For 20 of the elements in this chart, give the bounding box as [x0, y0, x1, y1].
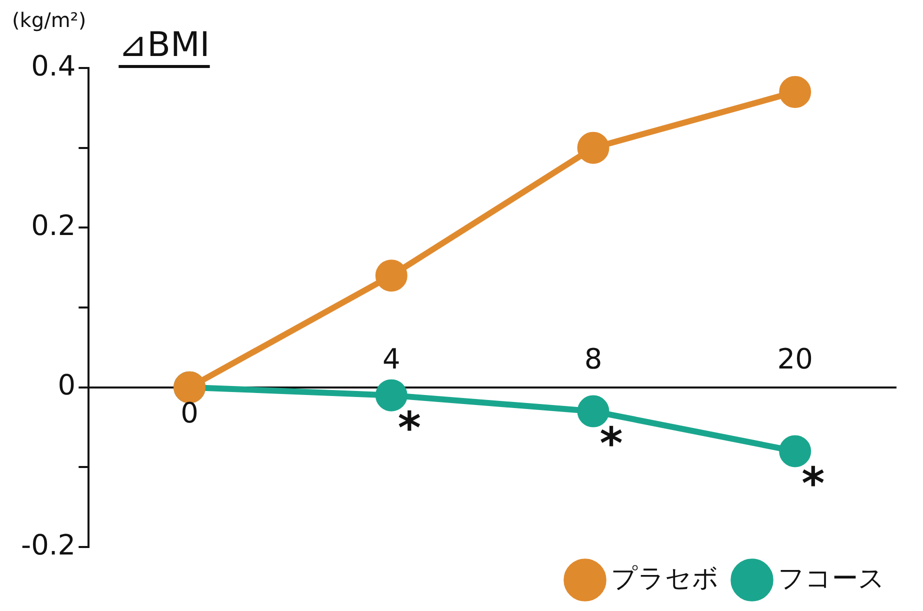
y-tick-label: 0.2 [31, 208, 76, 242]
point [577, 132, 610, 164]
y-axis-title: ⊿BMI [118, 24, 210, 65]
point [577, 395, 610, 428]
legend-label: フコース [778, 564, 885, 594]
y-tick-label: 0 [58, 368, 76, 402]
x-tick-label: 20 [777, 342, 813, 376]
point [375, 260, 408, 292]
y-tick-label: -0.2 [20, 528, 76, 562]
annotation: * [398, 402, 421, 454]
annotation: * [600, 418, 623, 470]
x-tick-label: 4 [382, 342, 400, 376]
x-tick-label: 8 [584, 342, 602, 376]
text: (kg/m²) [12, 8, 86, 32]
point [779, 76, 812, 108]
point [375, 379, 408, 412]
annotation: * [802, 458, 825, 510]
legend-label: プラセボ [611, 564, 719, 594]
y-tick-label: 0.4 [31, 49, 76, 82]
point [779, 435, 812, 468]
